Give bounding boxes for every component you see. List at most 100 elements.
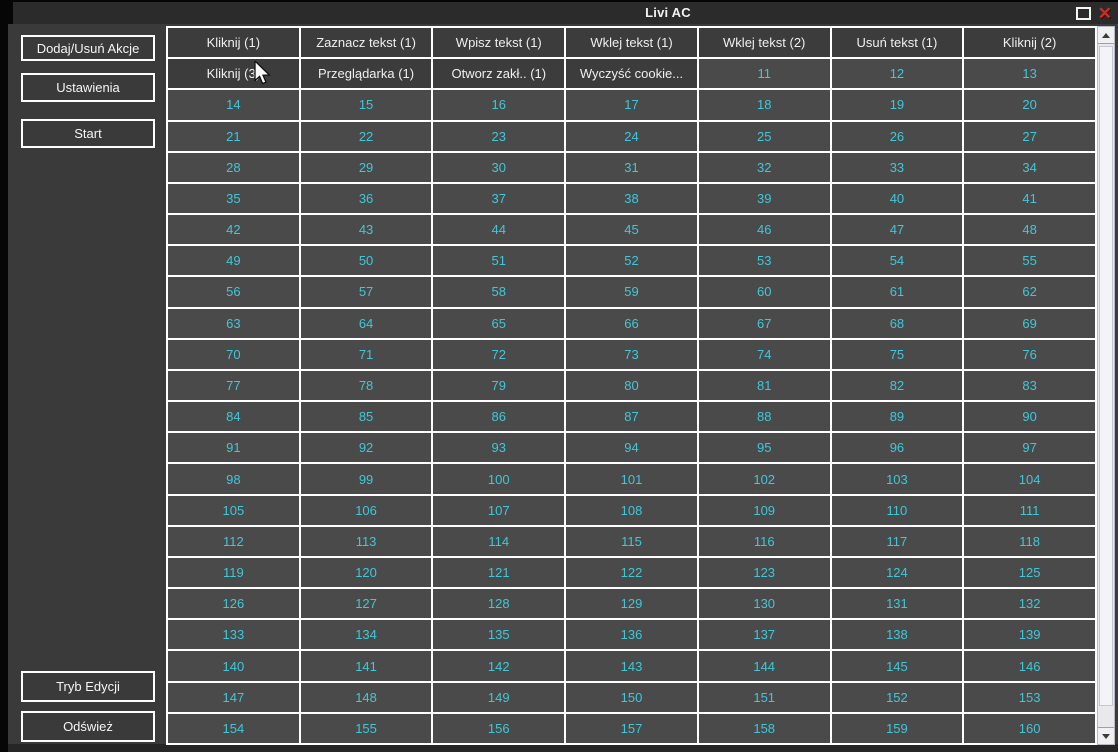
number-cell-20[interactable]: 20 xyxy=(964,90,1095,120)
number-cell-83[interactable]: 83 xyxy=(964,370,1095,401)
number-cell-31[interactable]: 31 xyxy=(566,152,697,182)
number-cell-155[interactable]: 155 xyxy=(300,713,432,743)
scrollbar-thumb[interactable] xyxy=(1099,46,1113,706)
number-cell-151[interactable]: 151 xyxy=(698,682,830,712)
number-cell-58[interactable]: 58 xyxy=(433,277,565,307)
number-cell-130[interactable]: 130 xyxy=(698,589,830,619)
number-cell-106[interactable]: 106 xyxy=(300,495,432,525)
number-cell-68[interactable]: 68 xyxy=(831,308,963,338)
number-cell-110[interactable]: 110 xyxy=(831,495,963,525)
number-cell-136[interactable]: 136 xyxy=(566,620,697,650)
number-cell-91[interactable]: 91 xyxy=(168,433,299,463)
number-cell-119[interactable]: 119 xyxy=(168,557,299,588)
action-cell[interactable]: Otworz zakł.. (1) xyxy=(433,59,565,89)
scroll-up-button[interactable] xyxy=(1098,27,1114,44)
number-cell-28[interactable]: 28 xyxy=(168,152,299,182)
number-cell-75[interactable]: 75 xyxy=(831,339,963,369)
number-cell-123[interactable]: 123 xyxy=(698,557,830,588)
number-cell-140[interactable]: 140 xyxy=(168,651,299,681)
number-cell-52[interactable]: 52 xyxy=(566,246,697,276)
number-cell-132[interactable]: 132 xyxy=(964,589,1095,619)
number-cell-66[interactable]: 66 xyxy=(566,308,697,338)
number-cell-12[interactable]: 12 xyxy=(831,59,963,89)
number-cell-60[interactable]: 60 xyxy=(698,277,830,307)
number-cell-111[interactable]: 111 xyxy=(964,495,1095,525)
number-cell-122[interactable]: 122 xyxy=(566,557,697,588)
number-cell-67[interactable]: 67 xyxy=(698,308,830,338)
number-cell-43[interactable]: 43 xyxy=(300,215,432,245)
number-cell-120[interactable]: 120 xyxy=(300,557,432,588)
number-cell-45[interactable]: 45 xyxy=(566,215,697,245)
number-cell-97[interactable]: 97 xyxy=(964,433,1095,463)
number-cell-32[interactable]: 32 xyxy=(698,152,830,182)
number-cell-80[interactable]: 80 xyxy=(566,370,697,401)
add-remove-actions-button[interactable]: Dodaj/Usuń Akcje xyxy=(21,35,155,61)
action-cell[interactable]: Usuń tekst (1) xyxy=(831,28,963,58)
number-cell-26[interactable]: 26 xyxy=(831,121,963,151)
number-cell-114[interactable]: 114 xyxy=(433,526,565,556)
number-cell-50[interactable]: 50 xyxy=(300,246,432,276)
number-cell-154[interactable]: 154 xyxy=(168,713,299,743)
number-cell-153[interactable]: 153 xyxy=(964,682,1095,712)
number-cell-55[interactable]: 55 xyxy=(964,246,1095,276)
number-cell-92[interactable]: 92 xyxy=(300,433,432,463)
number-cell-56[interactable]: 56 xyxy=(168,277,299,307)
number-cell-107[interactable]: 107 xyxy=(433,495,565,525)
number-cell-18[interactable]: 18 xyxy=(698,90,830,120)
scroll-down-button[interactable] xyxy=(1098,727,1114,744)
number-cell-112[interactable]: 112 xyxy=(168,526,299,556)
number-cell-113[interactable]: 113 xyxy=(300,526,432,556)
number-cell-124[interactable]: 124 xyxy=(831,557,963,588)
number-cell-25[interactable]: 25 xyxy=(698,121,830,151)
number-cell-131[interactable]: 131 xyxy=(831,589,963,619)
number-cell-65[interactable]: 65 xyxy=(433,308,565,338)
number-cell-105[interactable]: 105 xyxy=(168,495,299,525)
start-button[interactable]: Start xyxy=(21,119,155,148)
number-cell-11[interactable]: 11 xyxy=(698,59,830,89)
number-cell-102[interactable]: 102 xyxy=(698,464,830,494)
number-cell-144[interactable]: 144 xyxy=(698,651,830,681)
number-cell-39[interactable]: 39 xyxy=(698,183,830,214)
number-cell-159[interactable]: 159 xyxy=(831,713,963,743)
number-cell-142[interactable]: 142 xyxy=(433,651,565,681)
number-cell-54[interactable]: 54 xyxy=(831,246,963,276)
number-cell-61[interactable]: 61 xyxy=(831,277,963,307)
number-cell-62[interactable]: 62 xyxy=(964,277,1095,307)
number-cell-23[interactable]: 23 xyxy=(433,121,565,151)
number-cell-116[interactable]: 116 xyxy=(698,526,830,556)
maximize-icon[interactable] xyxy=(1075,6,1091,20)
number-cell-129[interactable]: 129 xyxy=(566,589,697,619)
number-cell-82[interactable]: 82 xyxy=(831,370,963,401)
number-cell-121[interactable]: 121 xyxy=(433,557,565,588)
number-cell-44[interactable]: 44 xyxy=(433,215,565,245)
number-cell-117[interactable]: 117 xyxy=(831,526,963,556)
number-cell-99[interactable]: 99 xyxy=(300,464,432,494)
number-cell-143[interactable]: 143 xyxy=(566,651,697,681)
number-cell-47[interactable]: 47 xyxy=(831,215,963,245)
number-cell-85[interactable]: 85 xyxy=(300,402,432,432)
action-cell[interactable]: Kliknij (3) xyxy=(168,59,299,89)
number-cell-48[interactable]: 48 xyxy=(964,215,1095,245)
number-cell-15[interactable]: 15 xyxy=(300,90,432,120)
number-cell-109[interactable]: 109 xyxy=(698,495,830,525)
number-cell-16[interactable]: 16 xyxy=(433,90,565,120)
number-cell-89[interactable]: 89 xyxy=(831,402,963,432)
refresh-button[interactable]: Odśwież xyxy=(21,711,155,742)
vertical-scrollbar[interactable] xyxy=(1097,26,1115,745)
number-cell-35[interactable]: 35 xyxy=(168,183,299,214)
number-cell-86[interactable]: 86 xyxy=(433,402,565,432)
number-cell-21[interactable]: 21 xyxy=(168,121,299,151)
number-cell-49[interactable]: 49 xyxy=(168,246,299,276)
number-cell-33[interactable]: 33 xyxy=(831,152,963,182)
number-cell-19[interactable]: 19 xyxy=(831,90,963,120)
number-cell-93[interactable]: 93 xyxy=(433,433,565,463)
action-cell[interactable]: Wpisz tekst (1) xyxy=(433,28,565,58)
action-cell[interactable]: Wklej tekst (1) xyxy=(566,28,697,58)
number-cell-76[interactable]: 76 xyxy=(964,339,1095,369)
number-cell-41[interactable]: 41 xyxy=(964,183,1095,214)
number-cell-139[interactable]: 139 xyxy=(964,620,1095,650)
number-cell-69[interactable]: 69 xyxy=(964,308,1095,338)
number-cell-115[interactable]: 115 xyxy=(566,526,697,556)
number-cell-37[interactable]: 37 xyxy=(433,183,565,214)
number-cell-101[interactable]: 101 xyxy=(566,464,697,494)
